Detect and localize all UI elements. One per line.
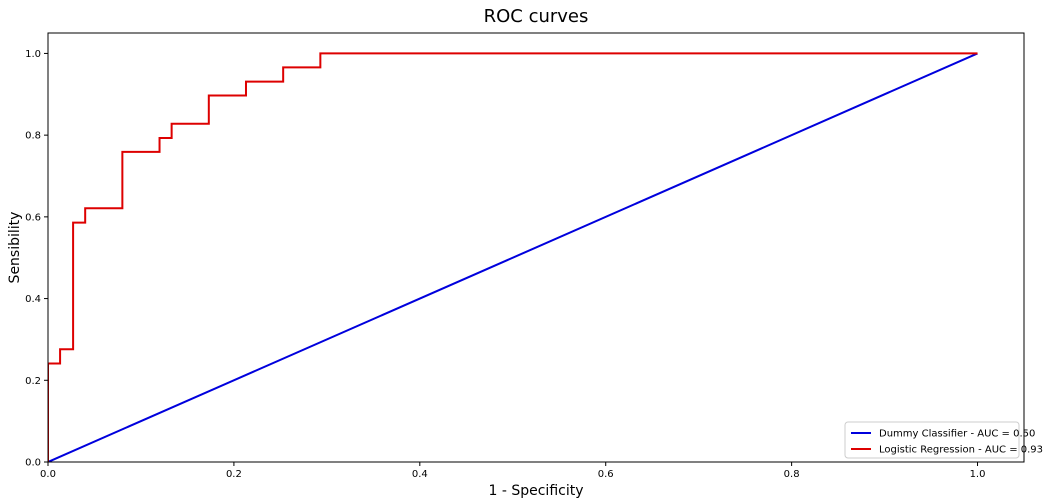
axis-ticks: 0.0 0.2 0.4 0.6 0.8 1.0 0.0 0.2 0.4 0.6 0.8 1.0 bbox=[25, 49, 985, 480]
legend-entry-label: Logistic Regression - AUC = 0.93 bbox=[879, 445, 1043, 456]
series-line-1 bbox=[48, 52, 978, 462]
legend-entry-label: Dummy Classifier - AUC = 0.50 bbox=[879, 429, 1035, 440]
series-line-0 bbox=[48, 52, 978, 462]
x-axis-title: 1 - Specificity bbox=[488, 483, 583, 499]
y-axis-title: Sensibility bbox=[7, 212, 23, 284]
x-tick-label: 1.0 bbox=[970, 469, 986, 480]
y-tick-label: 0.6 bbox=[25, 212, 41, 223]
x-tick-label: 0.4 bbox=[412, 469, 428, 480]
x-tick-label: 0.0 bbox=[40, 469, 56, 480]
y-tick-label: 0.0 bbox=[25, 458, 41, 469]
legend: Dummy Classifier - AUC = 0.50 Logistic Re… bbox=[844, 421, 1043, 459]
y-tick-label: 0.2 bbox=[25, 376, 41, 387]
plot-frame bbox=[47, 32, 1025, 463]
legend-box bbox=[844, 421, 1020, 459]
x-tick-label: 0.6 bbox=[598, 469, 614, 480]
plot-area bbox=[48, 52, 978, 462]
y-tick-label: 0.4 bbox=[25, 294, 41, 305]
x-tick-label: 0.2 bbox=[226, 469, 242, 480]
x-tick-label: 0.8 bbox=[784, 469, 800, 480]
chart-title: ROC curves bbox=[484, 6, 589, 27]
y-tick-label: 0.8 bbox=[25, 131, 41, 142]
y-tick-label: 1.0 bbox=[25, 49, 41, 60]
